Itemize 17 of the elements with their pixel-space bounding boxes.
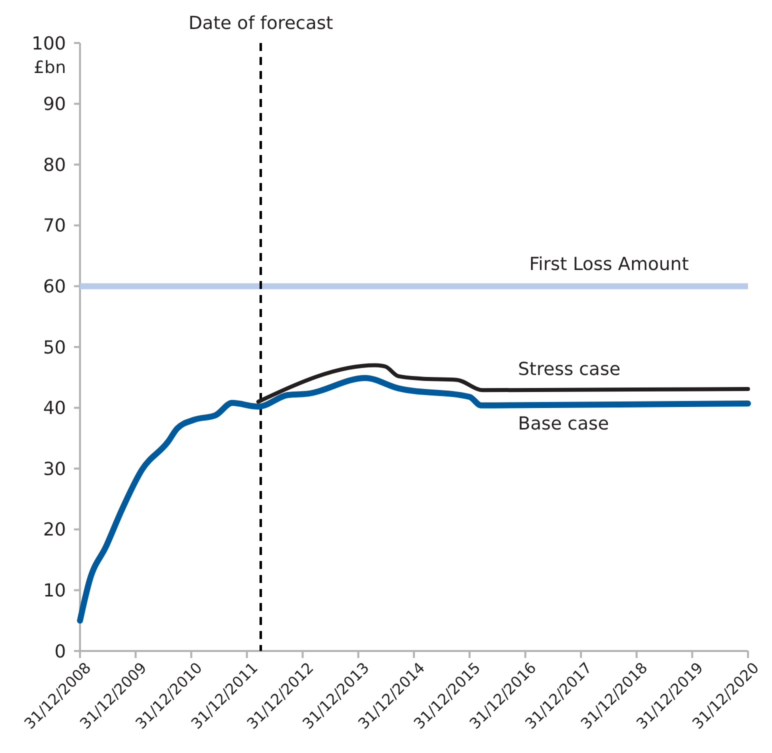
series-label: Stress case xyxy=(518,358,620,380)
y-tick-label: 30 xyxy=(43,458,66,480)
series-label: Base case xyxy=(518,414,609,435)
y-tick-label: 90 xyxy=(43,94,66,116)
y-tick-label: 70 xyxy=(43,216,66,237)
y-tick-label: 60 xyxy=(43,276,66,298)
ref-line-label: Date of forecast xyxy=(188,13,334,34)
y-tick-label: 50 xyxy=(43,337,66,358)
y-tick-label: 40 xyxy=(43,398,66,420)
y-tick-label: 10 xyxy=(43,580,66,602)
y-tick-label: 20 xyxy=(43,520,66,541)
y-tick-label: 100 xyxy=(32,33,66,54)
line-series xyxy=(256,363,750,404)
ref-line-label: First Loss Amount xyxy=(529,254,689,276)
y-axis-title: £bn xyxy=(34,58,66,78)
y-tick-label: 80 xyxy=(43,154,66,176)
y-tick-label: 0 xyxy=(54,641,66,662)
